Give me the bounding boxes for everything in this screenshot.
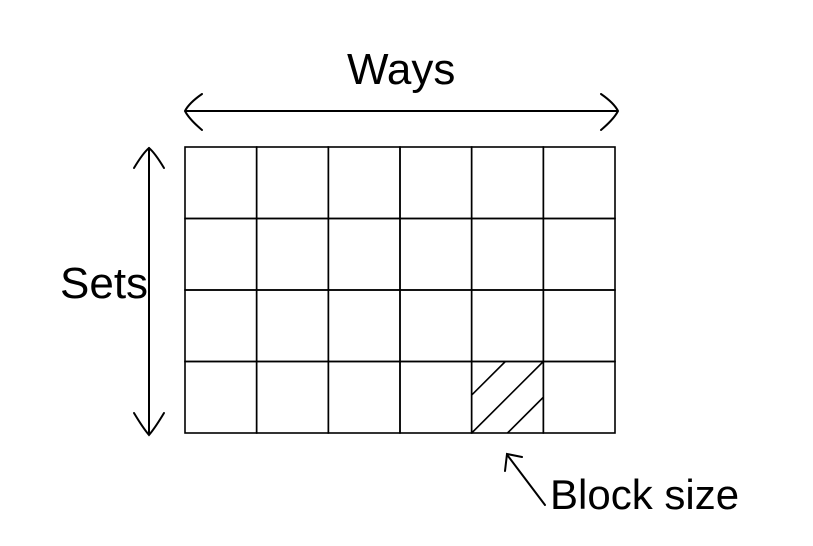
sets-arrow [133,146,165,437]
cache-block-r1-c2 [255,146,330,220]
cache-block-r2-c5 [470,217,545,291]
cache-block-r4-c6 [542,360,616,434]
cache-block-r4-c1 [184,360,258,434]
cache-block-r3-c2 [255,289,330,363]
cache-block-r4-c2 [255,360,330,434]
ways-arrow [183,93,620,131]
cache-block-r1-c1 [184,146,258,220]
cache-block-r2-c6 [542,217,616,291]
hatch-line-2 [471,360,544,434]
hatch-line-3 [506,396,544,434]
cache-block-r2-c4 [399,217,473,291]
cache-block-r4-c4 [399,360,473,434]
block-size-arrow [504,452,546,506]
block-size-label: Block size [550,471,740,518]
block-hatch [471,360,544,434]
cache-block-r1-c3 [327,146,401,220]
cache-grid [184,146,616,434]
ways-label: Ways [347,45,456,94]
cache-block-r1-c5 [470,146,545,220]
sets-label: Sets [60,259,149,308]
cache-block-r2-c2 [255,217,330,291]
cache-block-r1-c6 [542,146,616,220]
cache-block-r2-c1 [184,217,258,291]
cache-block-r3-c4 [399,289,473,363]
cache-block-r3-c5 [470,289,545,363]
hatch-line-1 [471,360,506,396]
cache-block-r3-c1 [184,289,258,363]
cache-block-r4-c3 [327,360,401,434]
cache-block-r3-c3 [327,289,401,363]
cache-block-r2-c3 [327,217,401,291]
cache-block-r1-c4 [399,146,473,220]
cache-block-r3-c6 [542,289,616,363]
